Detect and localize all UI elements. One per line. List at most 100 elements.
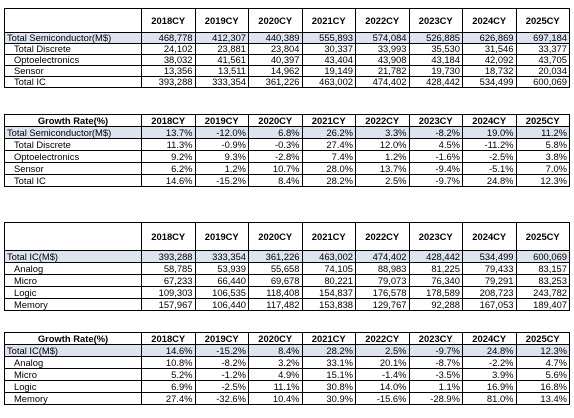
- value-cell: 33,993: [355, 43, 410, 55]
- value-cell: 74,105: [301, 262, 356, 275]
- value-cell: 440,389: [248, 32, 303, 44]
- header-label: [4, 8, 142, 33]
- row-label: Optoelectronics: [4, 54, 142, 66]
- year-header: 2021CY: [301, 222, 356, 251]
- value-cell: 117,482: [248, 298, 303, 311]
- value-cell: 6.8%: [248, 126, 303, 139]
- value-cell: 361,226: [248, 76, 303, 88]
- table-row: Analog 58,785 53,939 55,658 74,105 88,983 81,2…: [4, 262, 570, 275]
- data-table-4: Growth Rate(%) 2018CY 2019CY 2020CY 2021CY 20…: [4, 332, 570, 405]
- year-header: 2023CY: [408, 114, 463, 127]
- year-header: 2023CY: [408, 332, 463, 345]
- value-cell: 12.3%: [515, 174, 570, 187]
- value-cell: 14,962: [248, 65, 303, 77]
- value-cell: 20.1%: [355, 356, 410, 369]
- header-row: Growth Rate(%) 2018CY 2019CY 2020CY 2021CY 20…: [4, 332, 570, 345]
- value-cell: 18,732: [462, 65, 517, 77]
- table-row: Total Discrete 24,102 23,881 23,804 30,337 33…: [4, 43, 570, 55]
- value-cell: 555,893: [301, 32, 356, 44]
- value-cell: -8.7%: [408, 356, 463, 369]
- value-cell: 43,908: [355, 54, 410, 66]
- value-cell: -2.8%: [248, 150, 303, 163]
- value-cell: 24.8%: [462, 174, 517, 187]
- value-cell: 83,157: [515, 262, 570, 275]
- value-cell: 109,303: [141, 286, 196, 299]
- value-cell: 106,535: [194, 286, 249, 299]
- value-cell: 8.4%: [248, 174, 303, 187]
- value-cell: 43,184: [408, 54, 463, 66]
- value-cell: 53,939: [194, 262, 249, 275]
- value-cell: -9.7%: [408, 344, 463, 357]
- value-cell: 83,253: [515, 274, 570, 287]
- value-cell: 4.9%: [248, 368, 303, 381]
- value-cell: 79,433: [462, 262, 517, 275]
- value-cell: 24,102: [141, 43, 196, 55]
- value-cell: 13,356: [141, 65, 196, 77]
- value-cell: 43,705: [515, 54, 570, 66]
- value-cell: 12.0%: [355, 138, 410, 151]
- value-cell: 333,354: [194, 250, 249, 263]
- row-label: Micro: [4, 368, 142, 381]
- value-cell: 534,499: [462, 76, 517, 88]
- value-cell: 526,885: [408, 32, 463, 44]
- header-row: 2018CY 2019CY 2020CY 2021CY 2022CY 2023CY 2024…: [4, 8, 570, 33]
- value-cell: -32.6%: [194, 392, 249, 405]
- value-cell: 19.0%: [462, 126, 517, 139]
- table-row: Memory 157,967 106,440 117,482 153,838 129,76…: [4, 298, 570, 311]
- value-cell: 11.1%: [248, 380, 303, 393]
- row-label: Total IC: [4, 76, 142, 88]
- value-cell: 26.2%: [301, 126, 356, 139]
- table-row: Logic 6.9% -2.5% 11.1% 30.8% 14.0% 1.1% 16.9% 16…: [4, 380, 570, 393]
- table-row: Optoelectronics 38,032 41,561 40,397 43,404 4…: [4, 54, 570, 66]
- year-header: 2021CY: [301, 114, 356, 127]
- value-cell: 30.8%: [301, 380, 356, 393]
- value-cell: 393,288: [141, 250, 196, 263]
- table-row: Logic 109,303 106,535 118,408 154,837 176,578…: [4, 286, 570, 299]
- value-cell: 153,838: [301, 298, 356, 311]
- value-cell: 361,226: [248, 250, 303, 263]
- value-cell: 14.6%: [141, 174, 196, 187]
- value-cell: 600,069: [515, 76, 570, 88]
- value-cell: -3.5%: [408, 368, 463, 381]
- year-header: 2023CY: [408, 8, 463, 33]
- value-cell: 10.7%: [248, 162, 303, 175]
- value-cell: -15.2%: [194, 344, 249, 357]
- value-cell: -0.3%: [248, 138, 303, 151]
- row-label: Logic: [4, 286, 142, 299]
- value-cell: -11.2%: [462, 138, 517, 151]
- value-cell: -2.5%: [462, 150, 517, 163]
- year-header: 2020CY: [248, 332, 303, 345]
- value-cell: -28.9%: [408, 392, 463, 405]
- value-cell: 11.2%: [515, 126, 570, 139]
- value-cell: 1.2%: [194, 162, 249, 175]
- year-header: 2018CY: [141, 114, 196, 127]
- value-cell: 189,407: [515, 298, 570, 311]
- table-row: Analog 10.8% -8.2% 3.2% 33.1% 20.1% -8.7% -2.2%…: [4, 356, 570, 369]
- value-cell: 19,149: [301, 65, 356, 77]
- value-cell: 66,440: [194, 274, 249, 287]
- value-cell: 20,034: [515, 65, 570, 77]
- value-cell: 10.8%: [141, 356, 196, 369]
- value-cell: 12.3%: [515, 344, 570, 357]
- value-cell: 24.8%: [462, 344, 517, 357]
- value-cell: 697,184: [515, 32, 570, 44]
- value-cell: 16.9%: [462, 380, 517, 393]
- value-cell: 40,397: [248, 54, 303, 66]
- value-cell: 28.2%: [301, 344, 356, 357]
- year-header: 2025CY: [515, 222, 570, 251]
- value-cell: 178,589: [408, 286, 463, 299]
- value-cell: 3.9%: [462, 368, 517, 381]
- value-cell: -2.5%: [194, 380, 249, 393]
- value-cell: 14.6%: [141, 344, 196, 357]
- table-row: Total IC 14.6% -15.2% 8.4% 28.2% 2.5% -9.7% 24.…: [4, 174, 570, 187]
- year-header: 2022CY: [355, 8, 410, 33]
- value-cell: 208,723: [462, 286, 517, 299]
- value-cell: 81,225: [408, 262, 463, 275]
- value-cell: 16.8%: [515, 380, 570, 393]
- value-cell: -9.7%: [408, 174, 463, 187]
- row-label: Memory: [4, 392, 142, 405]
- value-cell: 600,069: [515, 250, 570, 263]
- year-header: 2021CY: [301, 332, 356, 345]
- row-label: Memory: [4, 298, 142, 311]
- value-cell: 55,658: [248, 262, 303, 275]
